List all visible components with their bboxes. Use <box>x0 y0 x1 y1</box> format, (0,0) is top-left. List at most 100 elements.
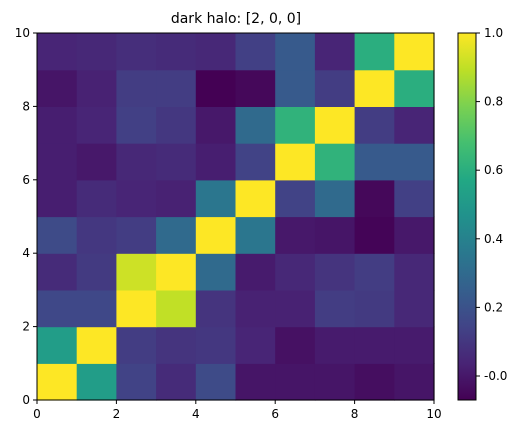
heatmap-cell <box>354 216 395 254</box>
heatmap-cell <box>354 253 395 291</box>
heatmap-cell <box>195 363 237 401</box>
y-tick-label: 8 <box>22 99 30 113</box>
heatmap-cell <box>354 106 395 144</box>
heatmap-cell <box>76 326 117 364</box>
heatmap-cell <box>37 326 78 364</box>
heatmap-cell <box>76 69 117 107</box>
colorbar-tick-label: 0.8 <box>484 95 503 109</box>
heatmap-cell <box>116 253 157 291</box>
heatmap-cells <box>37 33 435 401</box>
heatmap-cell <box>354 143 395 181</box>
heatmap-cell <box>116 179 157 218</box>
colorbar-tick-label: 0.4 <box>484 232 503 246</box>
heatmap-cell <box>314 326 356 364</box>
plot-frame <box>36 32 435 401</box>
heatmap-cell <box>116 216 157 254</box>
heatmap-cell <box>37 33 78 71</box>
heatmap-cell <box>275 143 316 181</box>
heatmap-cell <box>394 253 435 291</box>
heatmap-cell <box>116 363 157 401</box>
heatmap-cell <box>76 106 117 144</box>
heatmap-cell <box>275 106 316 144</box>
x-tick-label: 10 <box>426 407 441 421</box>
heatmap-cell <box>314 363 356 401</box>
heatmap-cell <box>314 33 356 71</box>
heatmap-cell <box>235 33 276 71</box>
heatmap-cell <box>37 106 78 144</box>
heatmap-cell <box>76 143 117 181</box>
heatmap-cell <box>354 179 395 218</box>
colorbar <box>457 32 477 401</box>
heatmap-cell <box>76 179 117 218</box>
x-tick-label: 8 <box>351 407 359 421</box>
heatmap-cell <box>314 289 356 328</box>
heatmap-cell <box>275 363 316 401</box>
heatmap-cell <box>314 179 356 218</box>
heatmap-cell <box>195 253 237 291</box>
heatmap-cell <box>275 253 316 291</box>
y-tick-label: 0 <box>22 393 30 407</box>
heatmap-cell <box>37 179 78 218</box>
heatmap-cell <box>354 33 395 71</box>
heatmap-cell <box>195 106 237 144</box>
heatmap-cell <box>37 363 78 401</box>
heatmap-cell <box>314 253 356 291</box>
heatmap-cell <box>394 289 435 328</box>
heatmap-cell <box>76 253 117 291</box>
colorbar-tick-label: 0.2 <box>484 300 503 314</box>
chart-title: dark halo: [2, 0, 0] <box>171 11 301 27</box>
heatmap-cell <box>235 216 276 254</box>
heatmap-cell <box>394 69 435 107</box>
heatmap-cell <box>156 289 197 328</box>
heatmap-cell <box>235 253 276 291</box>
heatmap-cell <box>354 326 395 364</box>
x-tick-label: 2 <box>113 407 121 421</box>
heatmap-cell <box>195 289 237 328</box>
heatmap-cell <box>314 143 356 181</box>
heatmap-cell <box>156 69 197 107</box>
y-tick-label: 2 <box>22 320 30 334</box>
heatmap-cell <box>275 326 316 364</box>
heatmap-cell <box>76 216 117 254</box>
heatmap-cell <box>394 33 435 71</box>
heatmap-cell <box>156 106 197 144</box>
heatmap-cell <box>235 289 276 328</box>
heatmap-cell <box>37 69 78 107</box>
heatmap-cell <box>156 179 197 218</box>
x-tick-label: 4 <box>192 407 200 421</box>
heatmap-cell <box>394 326 435 364</box>
heatmap-cell <box>394 179 435 218</box>
y-tick-label: 10 <box>15 26 30 40</box>
heatmap-cell <box>394 143 435 181</box>
heatmap-cell <box>156 216 197 254</box>
heatmap-cell <box>116 326 157 364</box>
heatmap-cell <box>394 216 435 254</box>
heatmap-cell <box>116 33 157 71</box>
heatmap-cell <box>76 33 117 71</box>
heatmap-cell <box>116 106 157 144</box>
heatmap-cell <box>354 69 395 107</box>
colorbar-tick-label: -0.0 <box>484 369 507 383</box>
heatmap-cell <box>156 363 197 401</box>
heatmap-cell <box>235 106 276 144</box>
heatmap-cell <box>195 326 237 364</box>
heatmap-cell <box>275 33 316 71</box>
heatmap-cell <box>235 179 276 218</box>
heatmap-cell <box>235 326 276 364</box>
heatmap-cell <box>76 363 117 401</box>
heatmap-cell <box>37 216 78 254</box>
heatmap-cell <box>37 253 78 291</box>
heatmap-cell <box>275 216 316 254</box>
heatmap-cell <box>394 106 435 144</box>
heatmap-cell <box>394 363 435 401</box>
heatmap-cell <box>76 289 117 328</box>
heatmap-cell <box>156 33 197 71</box>
axes: 0 2 4 6 8 10 0 2 4 6 8 10 <box>15 26 442 421</box>
heatmap-cell <box>195 179 237 218</box>
x-tick-label: 0 <box>33 407 41 421</box>
heatmap-cell <box>195 33 237 71</box>
heatmap-cell <box>235 363 276 401</box>
heatmap-cell <box>275 69 316 107</box>
